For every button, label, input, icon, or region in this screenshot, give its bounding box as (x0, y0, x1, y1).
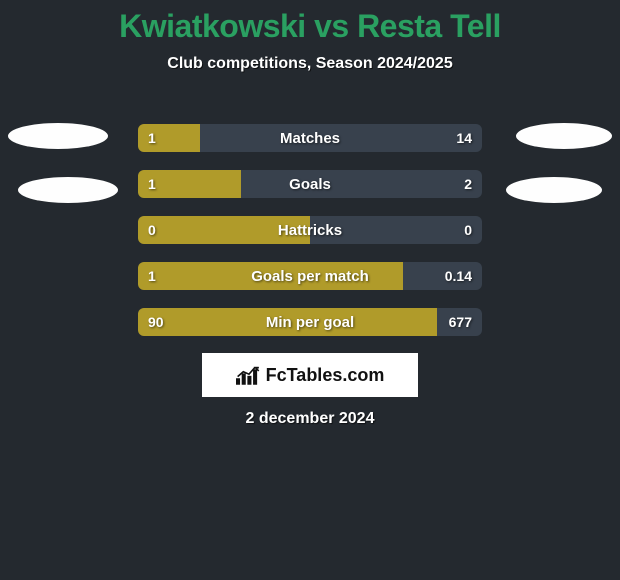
brand-chart-icon (236, 364, 262, 386)
stat-bar-left (138, 308, 437, 336)
brand-badge: FcTables.com (202, 353, 418, 397)
stat-bar-right (200, 124, 482, 152)
date-label: 2 december 2024 (0, 410, 620, 428)
stat-row: 12Goals (138, 170, 482, 198)
brand-text: FcTables.com (266, 365, 385, 386)
page-subtitle: Club competitions, Season 2024/2025 (0, 55, 620, 73)
stat-bar-left (138, 124, 200, 152)
player-right-avatar-1 (516, 123, 612, 149)
player-left-avatar-2 (18, 177, 118, 203)
stat-bar-right (403, 262, 482, 290)
stat-bar-left (138, 262, 403, 290)
stat-row: 90677Min per goal (138, 308, 482, 336)
player-left-avatar-1 (8, 123, 108, 149)
stat-bar-right (241, 170, 482, 198)
page-title: Kwiatkowski vs Resta Tell (0, 0, 620, 45)
stats-bars: 114Matches 12Goals 00Hattricks 10.14Goals p… (138, 124, 482, 354)
stat-bar-left (138, 216, 310, 244)
stat-bar-right (437, 308, 482, 336)
player-right-avatar-2 (506, 177, 602, 203)
stat-row: 00Hattricks (138, 216, 482, 244)
stat-row: 114Matches (138, 124, 482, 152)
stat-bar-left (138, 170, 241, 198)
stat-row: 10.14Goals per match (138, 262, 482, 290)
stat-bar-right (310, 216, 482, 244)
